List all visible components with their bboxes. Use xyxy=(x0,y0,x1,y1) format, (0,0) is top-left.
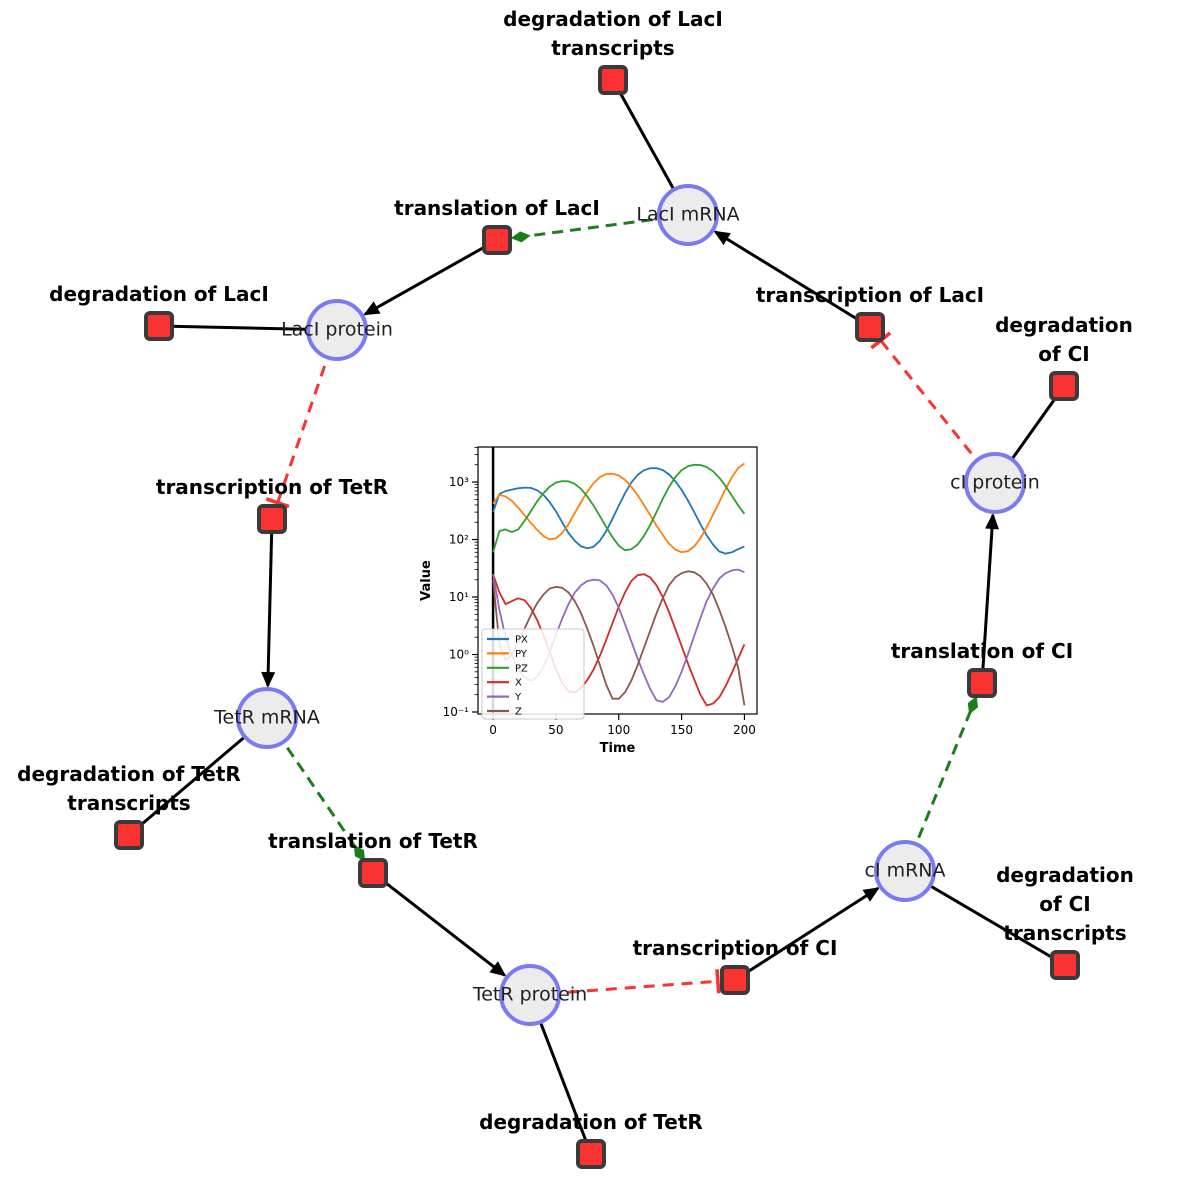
reaction-node-transcription-of-tetr xyxy=(257,504,287,534)
y-axis-label: Value xyxy=(419,560,434,601)
reaction-node-degradation-of-ci-transcripts xyxy=(1050,950,1080,980)
series-PY xyxy=(492,462,745,554)
series-PX xyxy=(492,467,745,555)
degradation-of-tetr-label: degradation of TetR xyxy=(479,1110,703,1134)
laci-mrna-label: LacI mRNA xyxy=(636,203,740,226)
x-tick-label: 100 xyxy=(607,723,630,737)
translation-of-ci-label: translation of CI xyxy=(890,639,1074,663)
x-tick-label: 200 xyxy=(733,723,756,737)
legend-label-PZ: PZ xyxy=(515,663,528,674)
legend-label-PY: PY xyxy=(515,649,528,660)
x-tick-label: 50 xyxy=(548,723,563,737)
translation-of-tetr-label: translation of TetR xyxy=(268,829,478,853)
legend-label-Y: Y xyxy=(514,692,522,703)
laci-protein-label: LacI protein xyxy=(281,318,393,341)
y-tick-label: 10² xyxy=(449,533,469,547)
reaction-node-degradation-of-ci xyxy=(1049,371,1079,401)
edge-translation-of-tetr-tetr-protein xyxy=(372,871,507,977)
edge-tetr-protein-transcription-of-ci xyxy=(529,969,721,997)
legend-label-PX: PX xyxy=(515,635,528,646)
series-Z xyxy=(492,570,746,706)
reaction-node-degradation-of-tetr-transcripts xyxy=(114,820,144,850)
degradation-of-tetr-transcripts-label: degradation of TetR transcripts xyxy=(17,762,241,815)
edge-transcription-of-tetr-tetr-mrna xyxy=(261,518,276,689)
x-tick-label: 150 xyxy=(670,723,693,737)
edge-transcription-of-laci-laci-mrna xyxy=(713,230,871,329)
legend-label-Z: Z xyxy=(515,707,522,718)
x-axis-label: Time xyxy=(600,741,636,756)
transcription-of-ci-label: transcription of CI xyxy=(632,936,838,960)
edge-laci-protein-transcription-of-tetr xyxy=(265,329,339,509)
degradation-of-laci-transcripts-label: degradation of LacI transcripts xyxy=(503,7,723,60)
ci-protein-label: cI protein xyxy=(950,471,1040,494)
reaction-node-translation-of-tetr xyxy=(358,858,388,888)
transcription-of-tetr-label: transcription of TetR xyxy=(155,475,389,499)
species-node-tetr-mrna xyxy=(236,687,298,749)
edge-transcription-of-ci-ci-mrna xyxy=(734,887,880,982)
edge-ci-protein-transcription-of-laci xyxy=(870,331,997,484)
degradation-of-ci-label: degradation of CI xyxy=(995,313,1133,366)
degradation-of-laci-label: degradation of LacI xyxy=(49,282,269,306)
edge-laci-mrna-translation-of-laci xyxy=(510,213,689,243)
reaction-node-transcription-of-laci xyxy=(855,312,885,342)
reaction-node-degradation-of-tetr xyxy=(576,1139,606,1169)
species-node-laci-protein xyxy=(306,299,368,361)
edge-translation-of-laci-laci-protein xyxy=(363,238,498,316)
degradation-of-ci-transcripts-label: degradation of CI transcripts xyxy=(996,863,1134,945)
reaction-node-translation-of-ci xyxy=(967,668,997,698)
reaction-node-degradation-of-laci xyxy=(144,311,174,341)
tetr-mrna-label: TetR mRNA xyxy=(214,706,320,729)
species-node-ci-mrna xyxy=(874,840,936,902)
reaction-node-degradation-of-laci-transcripts xyxy=(598,65,628,95)
y-tick-label: 10⁰ xyxy=(449,648,469,662)
x-tick-label: 0 xyxy=(489,723,497,737)
chart-legend xyxy=(481,628,585,720)
series-PZ xyxy=(492,463,746,553)
legend-label-X: X xyxy=(515,678,522,689)
edge-translation-of-ci-ci-protein xyxy=(980,512,1000,684)
y-tick-label: 10¹ xyxy=(449,590,469,604)
reaction-node-translation-of-laci xyxy=(482,225,512,255)
transcription-of-laci-label: transcription of LacI xyxy=(755,283,985,307)
species-node-tetr-protein xyxy=(499,964,561,1026)
species-node-ci-protein xyxy=(964,452,1026,514)
y-tick-label: 10³ xyxy=(449,475,469,489)
ci-mrna-label: cI mRNA xyxy=(864,859,946,882)
species-node-laci-mrna xyxy=(657,184,719,246)
edge-ci-mrna-translation-of-ci xyxy=(903,695,978,872)
plot-frame xyxy=(477,446,758,715)
y-tick-label: 10⁻¹ xyxy=(443,705,470,719)
reaction-node-transcription-of-ci xyxy=(720,965,750,995)
translation-of-laci-label: translation of LacI xyxy=(394,196,600,220)
inset-plot: 10³ 10² 10¹ 10⁰ 10⁻¹ 0 50 100 150 200 Time Value PX P… xyxy=(419,446,758,756)
tetr-protein-label: TetR protein xyxy=(472,983,588,1006)
